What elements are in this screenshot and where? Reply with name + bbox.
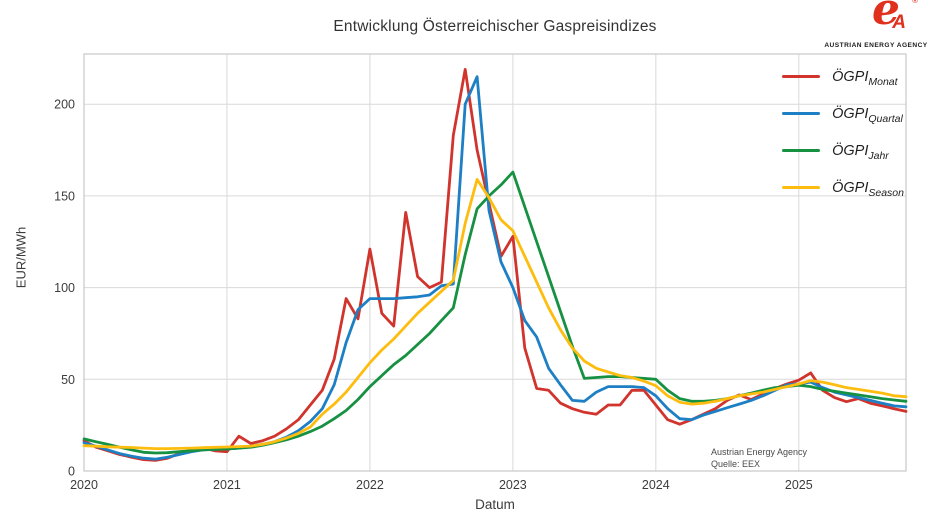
legend-swatch-jahr — [782, 148, 821, 153]
x-tick-label: 2021 — [213, 478, 241, 492]
series-line-season — [82, 177, 908, 451]
legend-swatch-season — [782, 185, 821, 190]
y-tick-label: 150 — [54, 189, 75, 203]
legend-label-jahr: ÖGPIJahr — [832, 142, 889, 162]
legend-swatch-monat — [782, 74, 821, 79]
legend-swatch-quartal — [782, 111, 821, 116]
y-tick-label: 0 — [68, 465, 75, 479]
y-tick-label: 100 — [54, 281, 75, 295]
y-axis-label: EUR/MWh — [13, 226, 29, 289]
legend-label-quartal: ÖGPIQuartal — [832, 105, 903, 125]
y-tick-label: 200 — [54, 98, 75, 112]
source-annotation: Austrian Energy Agency Quelle: EEX — [711, 446, 807, 470]
austrian-energy-agency-logo: e A ® AUSTRIAN ENERGY AGENCY — [824, 0, 928, 49]
logo-e-glyph: e — [872, 0, 900, 35]
logo-mark: e A ® — [824, 0, 928, 38]
series-line-jahr — [82, 170, 908, 455]
legend-label-monat: ÖGPIMonat — [832, 68, 898, 88]
x-axis-label: Datum — [475, 497, 515, 512]
x-tick-label: 2024 — [642, 478, 670, 492]
x-tick-label: 2023 — [499, 478, 527, 492]
x-tick-label: 2022 — [356, 478, 384, 492]
chart-legend: ÖGPIMonat ÖGPIQuartal ÖGPIJahr ÖGPISeaso… — [782, 58, 904, 206]
x-tick-label: 2020 — [70, 478, 98, 492]
y-tick-label: 50 — [61, 373, 75, 387]
registered-trademark-icon: ® — [912, 0, 918, 5]
source-annotation-line1: Austrian Energy Agency — [711, 447, 808, 457]
chart-title: Entwicklung Österreichischer Gaspreisind… — [333, 18, 657, 35]
legend-item-season: ÖGPISeason — [782, 169, 904, 206]
legend-label-season: ÖGPISeason — [832, 179, 904, 199]
logo-a-glyph: A — [892, 12, 906, 33]
logo-caption: AUSTRIAN ENERGY AGENCY — [824, 42, 928, 49]
legend-item-jahr: ÖGPIJahr — [782, 132, 904, 169]
legend-item-quartal: ÖGPIQuartal — [782, 95, 904, 132]
legend-item-monat: ÖGPIMonat — [782, 58, 904, 95]
source-annotation-line2: Quelle: EEX — [711, 459, 761, 470]
x-tick-label: 2025 — [785, 478, 813, 492]
